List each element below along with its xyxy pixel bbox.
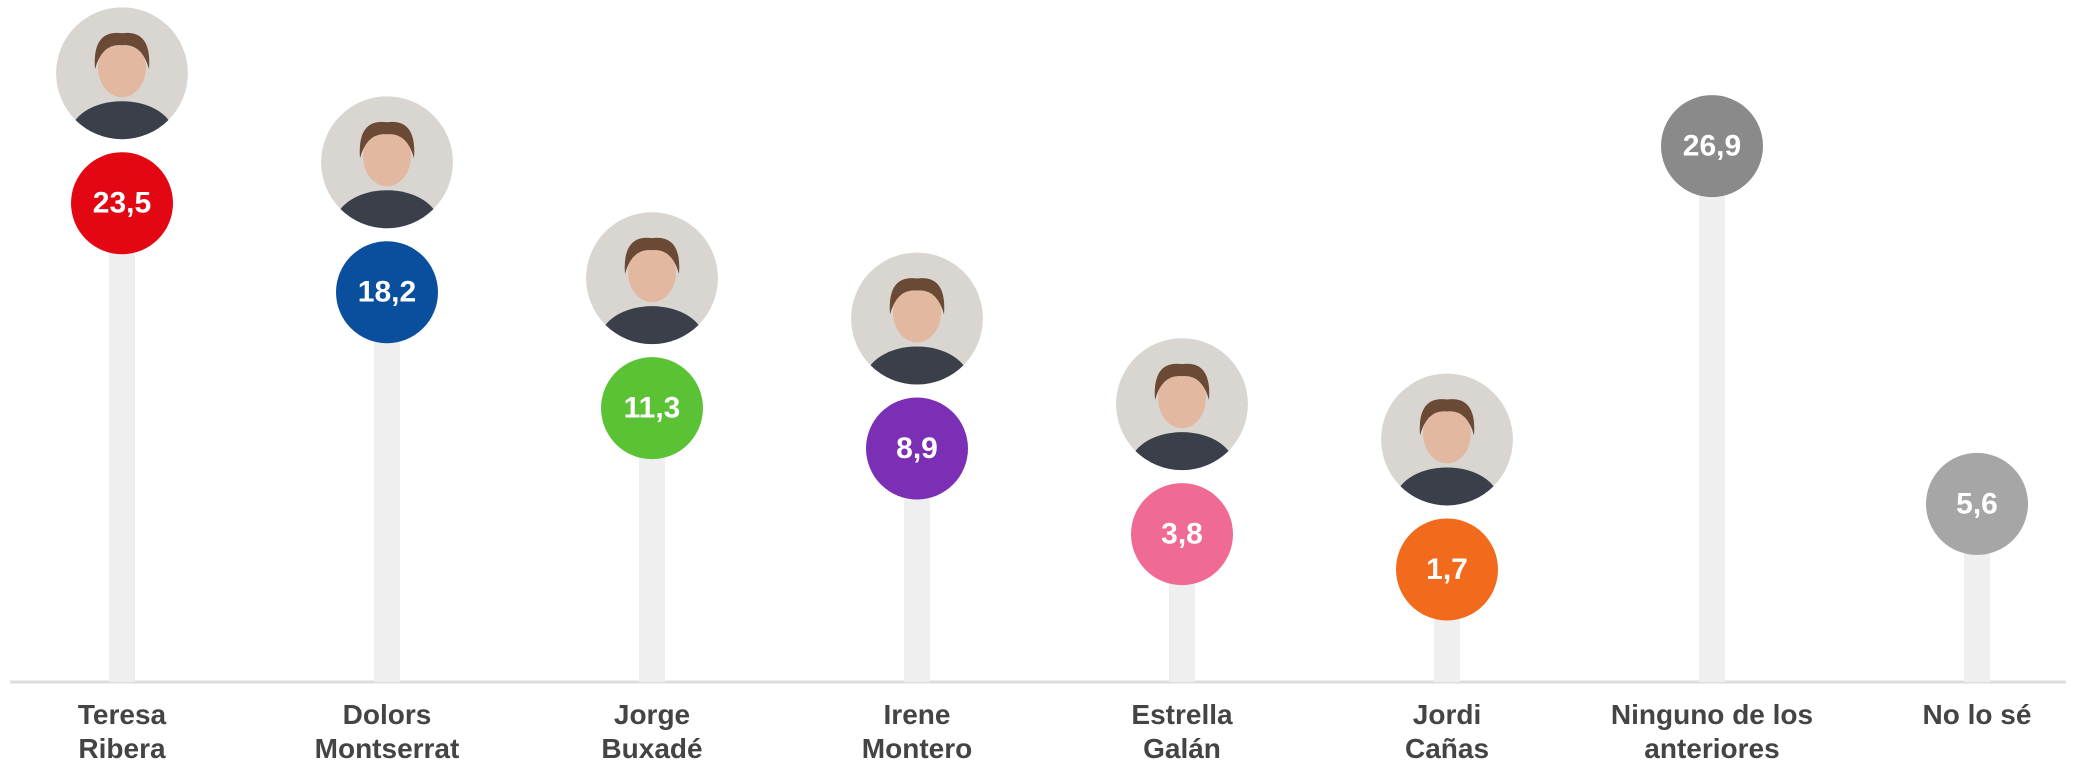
value-label: 8,9 [896,432,938,465]
stem [374,292,400,682]
candidate-photo [851,252,983,414]
candidate-photo [56,7,188,169]
category-label: Teresa Ribera [0,698,272,765]
category-label: No lo sé [1827,698,2076,732]
value-label: 18,2 [358,276,416,309]
value-label: 1,7 [1426,553,1468,586]
plot: 23,5 18,2 11,3 8,9 3,8 1,7 26,9 5,6 [0,0,2076,765]
value-label: 26,9 [1683,130,1741,163]
category-label: Dolors Montserrat [237,698,537,765]
candidate-photo [1381,373,1513,535]
value-label: 11,3 [624,392,681,425]
category-label: Ninguno de los anteriores [1562,698,1862,765]
value-label: 23,5 [93,187,151,220]
stem [109,203,135,682]
candidate-photo [1116,338,1248,500]
candidate-photo [586,212,718,374]
chart: 23,5 18,2 11,3 8,9 3,8 1,7 26,9 5,6 Teresa Ribe… [0,0,2076,765]
candidate-photo [321,96,453,258]
stem [1699,146,1725,682]
value-label: 5,6 [1956,487,1998,520]
category-label: Irene Montero [767,698,1067,765]
category-label: Jordi Cañas [1297,698,1597,765]
category-label: Jorge Buxadé [502,698,802,765]
value-label: 3,8 [1161,518,1203,551]
category-label: Estrella Galán [1032,698,1332,765]
